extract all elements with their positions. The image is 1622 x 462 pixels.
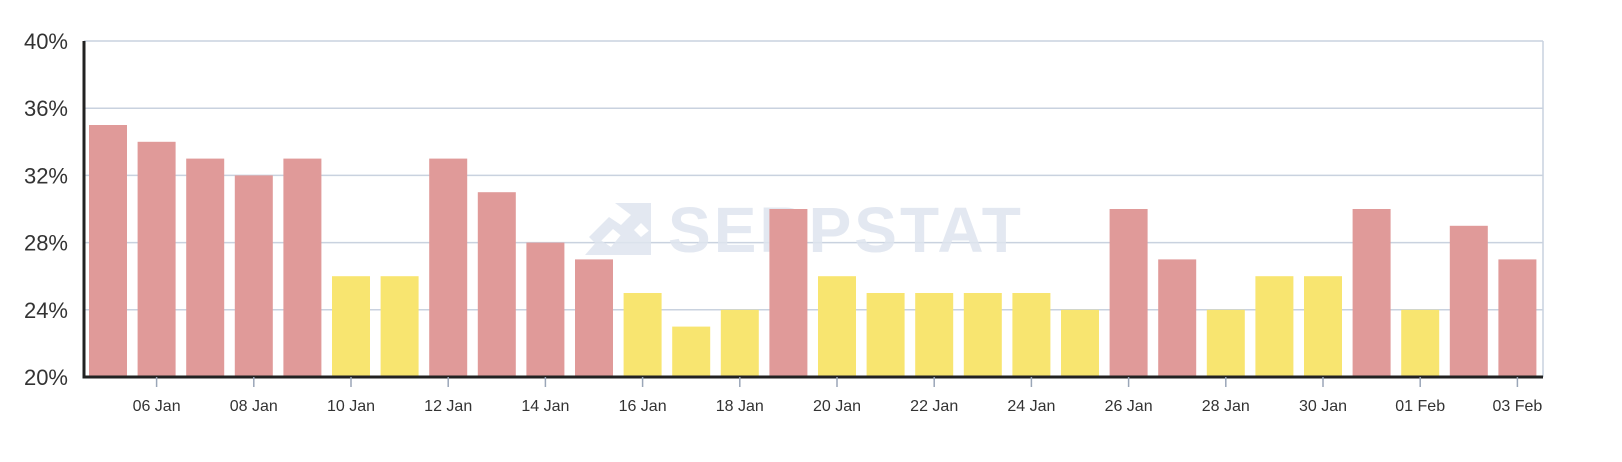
- bar[interactable]: 15 Jan: 27%: [575, 259, 613, 377]
- y-axis-ticks: 20% 24% 28% 32% 36% 40%: [24, 29, 68, 390]
- y-tick-label: 32%: [24, 163, 68, 188]
- bar[interactable]: 01 Feb: 24%: [1401, 309, 1440, 377]
- bar[interactable]: 27 Jan: 27%: [1158, 259, 1197, 377]
- bar[interactable]: 05 Jan: 35%: [89, 125, 127, 377]
- x-tick-label: 28 Jan: [1202, 398, 1250, 415]
- bar[interactable]: 02 Feb: 29%: [1449, 225, 1488, 377]
- bar[interactable]: 20 Jan: 26%: [818, 276, 856, 377]
- bar[interactable]: 26 Jan: 30%: [1109, 209, 1148, 377]
- bar[interactable]: 12 Jan: 33%: [429, 158, 468, 377]
- bar[interactable]: 29 Jan: 26%: [1255, 276, 1294, 377]
- x-tick-label: 20 Jan: [813, 398, 861, 415]
- watermark: SERPSTAT: [585, 194, 1024, 266]
- x-tick-label: 03 Feb: [1492, 398, 1542, 415]
- x-axis-ticks: 06 Jan 08 Jan 10 Jan 12 Jan 14 Jan 16 Jan 18 J…: [133, 398, 1543, 415]
- x-tick-label: 22 Jan: [910, 398, 958, 415]
- axes: [82, 41, 1543, 387]
- serpstat-logo-icon: [585, 203, 651, 255]
- bar[interactable]: 30 Jan: 26%: [1304, 276, 1342, 377]
- x-tick-label: 08 Jan: [230, 398, 278, 415]
- bar[interactable]: 09 Jan: 33%: [283, 158, 322, 377]
- bar[interactable]: 31 Jan: 30%: [1352, 209, 1391, 377]
- bars: 05 Jan: 35% 06 Jan: 34% 07 Jan: 33%08 Jan:…: [89, 125, 1537, 377]
- x-tick-label: 12 Jan: [424, 398, 472, 415]
- x-tick-label: 26 Jan: [1105, 398, 1153, 415]
- bar[interactable]: 24 Jan: 25%: [1012, 293, 1051, 377]
- bar[interactable]: 25 Jan: 24%: [1061, 309, 1099, 377]
- bar[interactable]: 28 Jan: 24%: [1206, 309, 1245, 377]
- watermark-text: SERPSTAT: [668, 194, 1024, 266]
- x-tick-label: 24 Jan: [1007, 398, 1055, 415]
- y-tick-label: 20%: [24, 365, 68, 390]
- y-tick-label: 28%: [24, 231, 68, 256]
- x-tick-label: 06 Jan: [133, 398, 181, 415]
- y-tick-label: 40%: [24, 29, 68, 54]
- x-tick-label: 18 Jan: [716, 398, 764, 415]
- bar[interactable]: 07 Jan: 33%: [186, 158, 225, 377]
- x-tick-label: 30 Jan: [1299, 398, 1347, 415]
- bar[interactable]: 11 Jan: 26%: [380, 276, 419, 377]
- grid-lines: [84, 40, 1544, 377]
- bar[interactable]: 21 Jan: 25%: [866, 293, 905, 377]
- bar[interactable]: 19 Jan: 30%: [769, 209, 808, 377]
- x-tick-label: 16 Jan: [619, 398, 667, 415]
- bar[interactable]: 16 Jan: 25%: [623, 293, 662, 377]
- x-tick-label: 01 Feb: [1395, 398, 1445, 415]
- y-tick-label: 36%: [24, 96, 68, 121]
- x-tick-label: 10 Jan: [327, 398, 375, 415]
- bar[interactable]: 23 Jan: 25%: [963, 293, 1002, 377]
- bar[interactable]: 03 Feb: 27%: [1498, 259, 1537, 377]
- bar[interactable]: 17 Jan: 23%: [672, 326, 711, 377]
- bar[interactable]: 10 Jan: 26%: [332, 276, 370, 377]
- bar[interactable]: 22 Jan: 25%: [915, 293, 954, 377]
- x-tick-label: 14 Jan: [521, 398, 569, 415]
- y-tick-label: 24%: [24, 298, 68, 323]
- bar[interactable]: 13 Jan: 31%: [477, 192, 516, 377]
- bar[interactable]: 14 Jan: 28%: [526, 242, 565, 377]
- bar[interactable]: 06 Jan: 34%: [137, 141, 176, 377]
- bar[interactable]: 08 Jan: 32%: [234, 175, 273, 377]
- bar[interactable]: 18 Jan: 24%: [720, 309, 759, 377]
